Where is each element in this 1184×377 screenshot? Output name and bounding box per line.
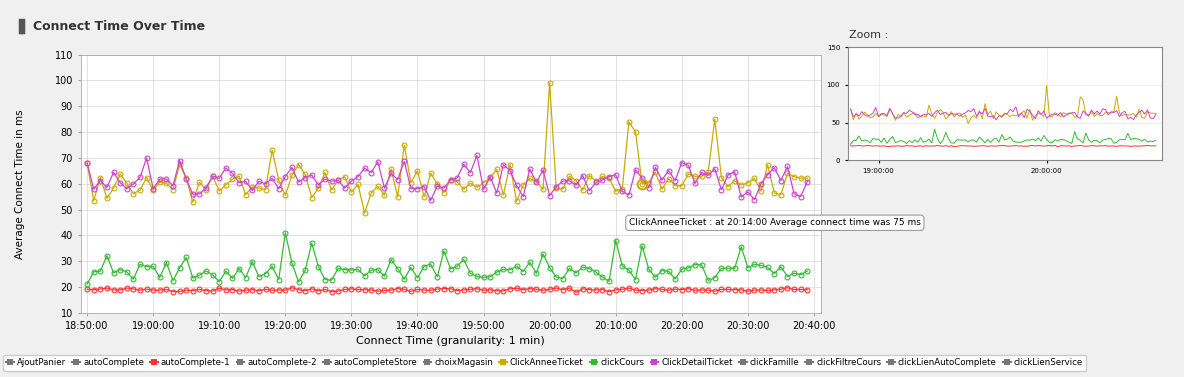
Y-axis label: Average Connect Time in ms: Average Connect Time in ms	[15, 109, 25, 259]
Text: Connect Time Over Time: Connect Time Over Time	[33, 20, 205, 33]
Legend: AjoutPanier, autoComplete, autoComplete-1, autoComplete-2, autoCompleteStore, ch: AjoutPanier, autoComplete, autoComplete-…	[4, 355, 1086, 371]
Text: ▐▌: ▐▌	[14, 18, 30, 34]
Text: Zoom :: Zoom :	[849, 30, 888, 40]
X-axis label: Connect Time (granularity: 1 min): Connect Time (granularity: 1 min)	[356, 336, 545, 346]
Text: ClickAnneeTicket : at 20:14:00 Average connect time was 75 ms: ClickAnneeTicket : at 20:14:00 Average c…	[629, 218, 921, 227]
